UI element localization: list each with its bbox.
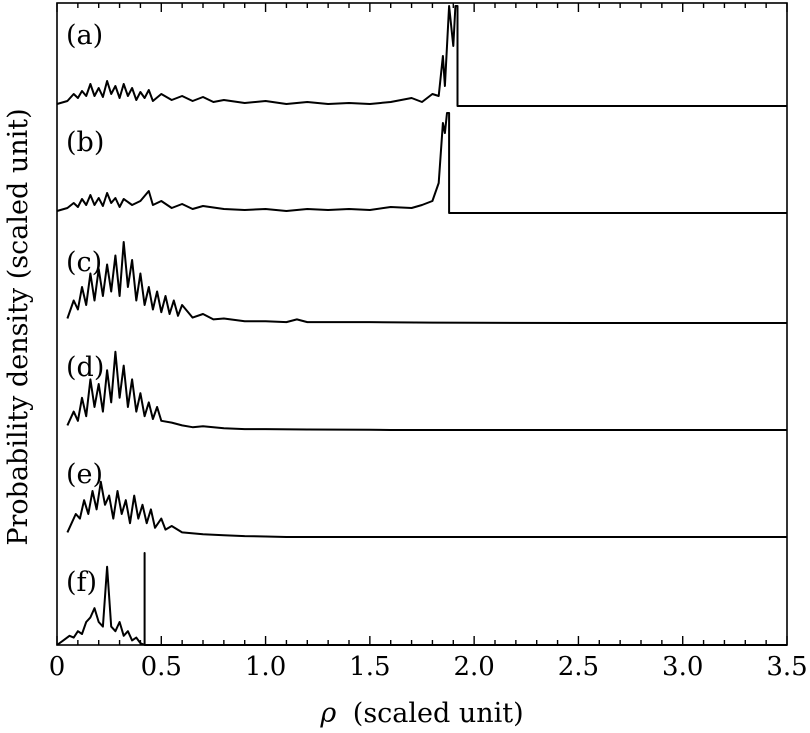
- trace-c: [66, 241, 787, 324]
- panel-labels: (a) (b) (c) (d) (e) (f): [66, 20, 104, 598]
- x-tick-label: 1.5: [349, 652, 390, 682]
- x-axis-title: ρ (scaled unit): [319, 698, 523, 729]
- x-tick-label: 2.5: [558, 652, 599, 682]
- x-tick-label: 2.0: [453, 652, 494, 682]
- panel-label: (b): [66, 127, 104, 158]
- traces: [56, 5, 787, 646]
- x-tick-label: 3.5: [766, 652, 807, 682]
- trace-a: [56, 5, 787, 107]
- x-axis-ticks: [56, 3, 788, 645]
- panel-label: (c): [66, 247, 102, 278]
- panel-label: (d): [66, 352, 104, 383]
- x-tick-label: 0.5: [141, 652, 182, 682]
- x-axis-unit: (scaled unit): [353, 698, 524, 729]
- panel-label: (e): [66, 459, 103, 490]
- x-tick-label: 0: [49, 652, 66, 682]
- trace-b: [56, 112, 787, 214]
- x-axis-tick-labels: 0 0.5 1.0 1.5 2.0 2.5 3.0 3.5: [49, 652, 808, 682]
- x-axis-symbol: ρ: [319, 698, 336, 729]
- trace-d: [66, 350, 787, 431]
- panel-label: (f): [66, 567, 97, 598]
- y-axis-title: Probability density (scaled unit): [3, 108, 34, 545]
- x-tick-label: 3.0: [662, 652, 703, 682]
- x-tick-label: 1.0: [245, 652, 286, 682]
- panel-label: (a): [66, 20, 103, 51]
- trace-f: [56, 552, 787, 646]
- trace-e: [66, 480, 787, 538]
